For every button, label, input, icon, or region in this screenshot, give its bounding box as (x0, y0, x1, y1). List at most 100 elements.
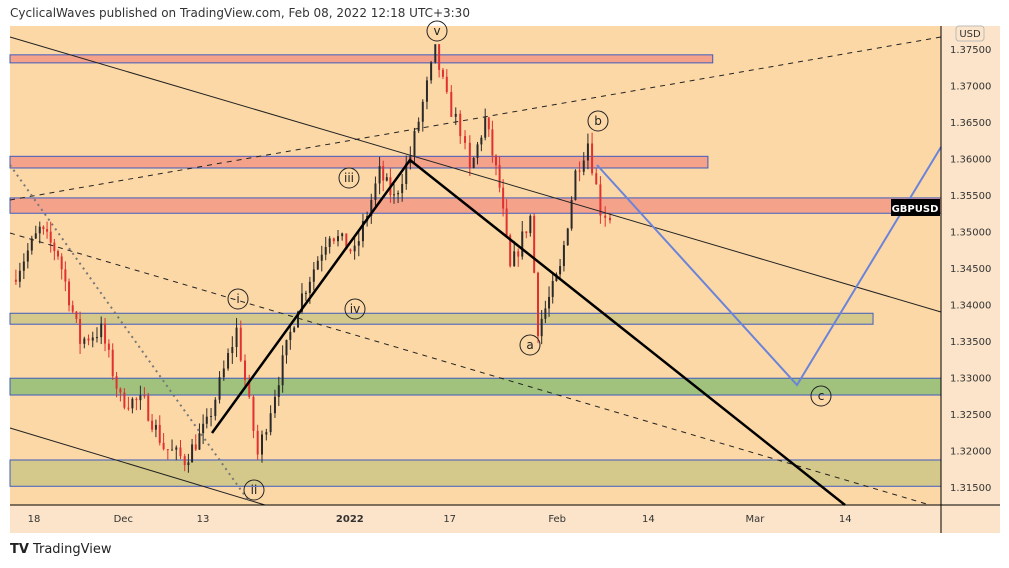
candle (464, 130, 467, 150)
candle (434, 44, 437, 64)
symbol-tag (891, 199, 940, 216)
wave-label-i[interactable]: i (227, 288, 249, 310)
zone-red-0[interactable] (9, 54, 714, 64)
svg-text:a: a (526, 338, 533, 352)
candle (158, 415, 161, 446)
candle (187, 453, 190, 473)
time-tick: 17 (443, 514, 456, 525)
candle (26, 243, 29, 269)
candle (42, 225, 45, 235)
candle (210, 408, 213, 427)
logo-text: TradingView (32, 542, 112, 557)
plot-area[interactable] (10, 26, 941, 505)
candle (341, 232, 344, 241)
candle (491, 120, 494, 163)
trendline-upper[interactable] (9, 36, 942, 313)
time-axis[interactable]: 18 Dec 13 2022 17 Feb 14 Mar 14 (28, 514, 852, 525)
candle (476, 141, 479, 165)
candle (107, 339, 110, 358)
candle (517, 248, 520, 267)
price-tick: 1.32500 (950, 410, 991, 421)
wave-label-b[interactable]: b (587, 110, 609, 132)
wave-label-ii[interactable]: ii (243, 479, 265, 501)
candle (239, 320, 242, 362)
zone-green-4[interactable] (9, 377, 942, 396)
candle (566, 227, 569, 246)
time-tick: 13 (197, 514, 210, 525)
candle (578, 161, 581, 182)
projection-path[interactable] (596, 146, 942, 387)
currency-label: USD (959, 29, 981, 40)
wave-label-c[interactable]: c (810, 385, 832, 407)
wave-trendline-thick[interactable] (210, 158, 846, 506)
candle (111, 343, 114, 381)
price-axis[interactable]: 1.37500 1.37000 1.36500 1.36000 1.35500 1.350… (950, 45, 991, 494)
candle (222, 360, 225, 381)
candle (261, 430, 263, 463)
candle (123, 388, 126, 410)
zone-olive-5[interactable] (9, 459, 942, 487)
candle (332, 237, 335, 245)
price-tick: 1.33500 (950, 337, 991, 348)
time-tick: 14 (839, 514, 852, 525)
candle (64, 261, 67, 292)
time-tick: Dec (114, 514, 133, 525)
candle (525, 231, 528, 239)
candle (502, 179, 505, 217)
candle (205, 408, 208, 429)
tradingview-logo[interactable]: TV TradingView (10, 542, 111, 557)
candle (135, 397, 138, 411)
candle (304, 290, 307, 301)
candle (425, 76, 428, 110)
candle (147, 392, 150, 422)
candle (533, 213, 536, 274)
candle (252, 394, 255, 439)
candle (87, 334, 90, 346)
price-tick: 1.36500 (950, 118, 991, 129)
price-tick: 1.37000 (950, 82, 991, 93)
candle (401, 173, 404, 202)
zone-olive-3[interactable] (9, 312, 874, 325)
svg-text:c: c (818, 389, 825, 403)
trendline-lower[interactable] (9, 427, 266, 506)
price-tick: 1.36000 (950, 155, 991, 166)
symbol-label: GBPUSD (892, 204, 939, 215)
candle (100, 316, 103, 345)
candle (498, 156, 501, 193)
candle (604, 206, 607, 227)
svg-text:iii: iii (344, 171, 354, 185)
time-tick: 14 (642, 514, 655, 525)
candle (154, 419, 157, 438)
wave-label-v[interactable]: v (426, 20, 448, 42)
time-tick: Feb (548, 514, 566, 525)
candle (115, 371, 118, 398)
candle (57, 249, 59, 260)
wave-label-a[interactable]: a (519, 334, 541, 356)
price-tick: 1.35000 (950, 228, 991, 239)
zone-red-1[interactable] (9, 155, 709, 169)
candle (75, 311, 78, 323)
candle (480, 135, 483, 152)
candle (143, 387, 146, 399)
candle (53, 238, 56, 261)
candle (430, 60, 433, 84)
candle (95, 327, 98, 343)
candle (521, 220, 524, 260)
wave-label-iv[interactable]: iv (344, 298, 366, 320)
candle (595, 168, 598, 185)
dashed-channel-upper[interactable] (9, 36, 942, 201)
candle (540, 309, 543, 345)
price-tick: 1.34500 (950, 264, 991, 275)
dotted-line[interactable] (9, 164, 249, 501)
svg-text:ii: ii (251, 483, 258, 497)
wave-label-iii[interactable]: iii (338, 167, 360, 189)
price-tick: 1.34000 (950, 301, 991, 312)
candle (46, 221, 49, 239)
currency-badge[interactable] (955, 25, 985, 42)
candle (265, 428, 268, 441)
price-tick: 1.37500 (950, 45, 991, 56)
candle (374, 176, 377, 208)
candle (505, 199, 508, 238)
